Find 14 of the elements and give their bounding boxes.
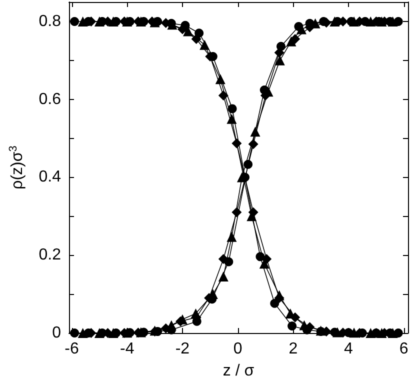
x-tick-label: 4 <box>344 340 354 358</box>
y-tick-label: 0.4 <box>38 168 62 186</box>
y-tick-label: 0.2 <box>38 246 62 264</box>
y-tick-label: 0.8 <box>38 12 62 30</box>
y-tick-label: 0 <box>52 324 62 342</box>
y-axis-title: ρ(z)σ3 <box>8 146 26 190</box>
x-tick-label: -2 <box>175 340 190 358</box>
y-tick-label: 0.6 <box>38 90 62 108</box>
x-tick-label: -6 <box>64 340 79 358</box>
x-tick-label: 6 <box>399 340 408 358</box>
x-axis-title: z / σ <box>222 362 254 380</box>
x-tick-label: -4 <box>120 340 134 358</box>
x-tick-label: 0 <box>233 340 242 358</box>
x-tick-label: 2 <box>288 340 298 358</box>
